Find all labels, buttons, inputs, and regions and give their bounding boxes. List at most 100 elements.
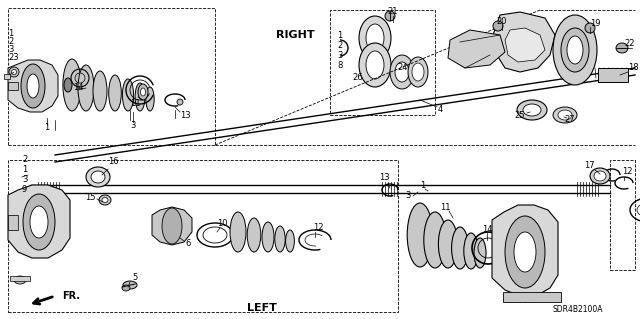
- Ellipse shape: [438, 220, 458, 268]
- Ellipse shape: [395, 62, 409, 82]
- Text: 12: 12: [621, 167, 632, 176]
- Text: 18: 18: [628, 63, 638, 72]
- Ellipse shape: [366, 51, 384, 79]
- Bar: [8, 82, 18, 90]
- Ellipse shape: [247, 218, 261, 252]
- Text: 22: 22: [625, 40, 636, 48]
- Ellipse shape: [91, 171, 105, 183]
- Text: 27: 27: [564, 115, 575, 124]
- Ellipse shape: [21, 64, 45, 108]
- Ellipse shape: [590, 168, 610, 184]
- Ellipse shape: [464, 233, 478, 269]
- Text: 3: 3: [405, 190, 411, 199]
- Text: 3: 3: [8, 44, 13, 54]
- Text: 21: 21: [388, 8, 398, 17]
- Ellipse shape: [594, 171, 606, 181]
- Text: 13: 13: [180, 110, 190, 120]
- Ellipse shape: [412, 63, 424, 81]
- Text: 26: 26: [353, 73, 364, 83]
- Ellipse shape: [585, 23, 595, 33]
- Ellipse shape: [78, 65, 94, 111]
- Polygon shape: [152, 207, 192, 245]
- Ellipse shape: [122, 79, 134, 111]
- Text: 2: 2: [337, 41, 342, 49]
- Text: 4: 4: [437, 106, 443, 115]
- Ellipse shape: [366, 24, 384, 52]
- Ellipse shape: [385, 11, 395, 21]
- Text: 16: 16: [108, 158, 118, 167]
- Text: 10: 10: [217, 219, 227, 228]
- Polygon shape: [8, 60, 58, 112]
- Text: 13: 13: [379, 174, 389, 182]
- Ellipse shape: [359, 43, 391, 87]
- Ellipse shape: [141, 88, 145, 96]
- Bar: [8, 215, 18, 230]
- Ellipse shape: [505, 216, 545, 288]
- Ellipse shape: [99, 195, 111, 205]
- Ellipse shape: [109, 75, 122, 111]
- Ellipse shape: [135, 83, 145, 111]
- Ellipse shape: [514, 232, 536, 272]
- Ellipse shape: [93, 71, 107, 111]
- Text: 23: 23: [8, 53, 19, 62]
- Text: 5: 5: [132, 273, 138, 283]
- Ellipse shape: [123, 281, 137, 289]
- Text: 8: 8: [337, 61, 342, 70]
- Bar: [503, 292, 561, 302]
- Text: 20: 20: [497, 18, 508, 26]
- Text: FR.: FR.: [62, 291, 80, 301]
- Text: SDR4B2100A: SDR4B2100A: [553, 306, 604, 315]
- Text: 3: 3: [22, 175, 28, 184]
- Ellipse shape: [553, 107, 577, 123]
- Ellipse shape: [553, 15, 597, 85]
- Text: 14: 14: [73, 84, 83, 93]
- Ellipse shape: [122, 285, 130, 291]
- Bar: [610, 160, 635, 270]
- Ellipse shape: [86, 167, 110, 187]
- Ellipse shape: [408, 57, 428, 87]
- Text: 1: 1: [8, 28, 13, 38]
- Polygon shape: [492, 205, 558, 296]
- Bar: [8, 8, 215, 145]
- Ellipse shape: [424, 212, 446, 268]
- Text: 3: 3: [131, 122, 136, 130]
- Polygon shape: [448, 30, 505, 68]
- Bar: [4, 74, 10, 79]
- Ellipse shape: [162, 208, 182, 244]
- Ellipse shape: [230, 212, 246, 252]
- Ellipse shape: [102, 197, 108, 203]
- Ellipse shape: [359, 16, 391, 60]
- Text: 1: 1: [44, 123, 50, 132]
- Text: 2: 2: [22, 155, 28, 165]
- Polygon shape: [8, 185, 70, 258]
- Ellipse shape: [12, 70, 17, 75]
- Ellipse shape: [558, 110, 572, 120]
- Text: 19: 19: [589, 19, 600, 28]
- Ellipse shape: [493, 21, 503, 31]
- Text: 17: 17: [584, 160, 595, 169]
- Ellipse shape: [390, 55, 414, 89]
- Ellipse shape: [561, 28, 589, 72]
- Polygon shape: [493, 12, 555, 72]
- Text: 1: 1: [420, 182, 426, 190]
- Ellipse shape: [523, 104, 541, 116]
- Ellipse shape: [63, 59, 81, 111]
- Text: 12: 12: [313, 224, 323, 233]
- Text: 1: 1: [22, 166, 28, 174]
- Ellipse shape: [177, 99, 183, 105]
- Ellipse shape: [64, 78, 72, 92]
- Ellipse shape: [517, 100, 547, 120]
- Text: 25: 25: [515, 110, 525, 120]
- Ellipse shape: [23, 194, 55, 250]
- Polygon shape: [505, 28, 545, 62]
- Ellipse shape: [474, 238, 486, 268]
- Text: 15: 15: [84, 194, 95, 203]
- Text: 11: 11: [440, 204, 451, 212]
- Text: 11: 11: [130, 99, 140, 108]
- Ellipse shape: [27, 74, 39, 98]
- Bar: [598, 68, 628, 82]
- Text: 24: 24: [397, 63, 408, 72]
- Ellipse shape: [567, 36, 583, 64]
- Ellipse shape: [616, 43, 628, 53]
- Ellipse shape: [9, 67, 19, 77]
